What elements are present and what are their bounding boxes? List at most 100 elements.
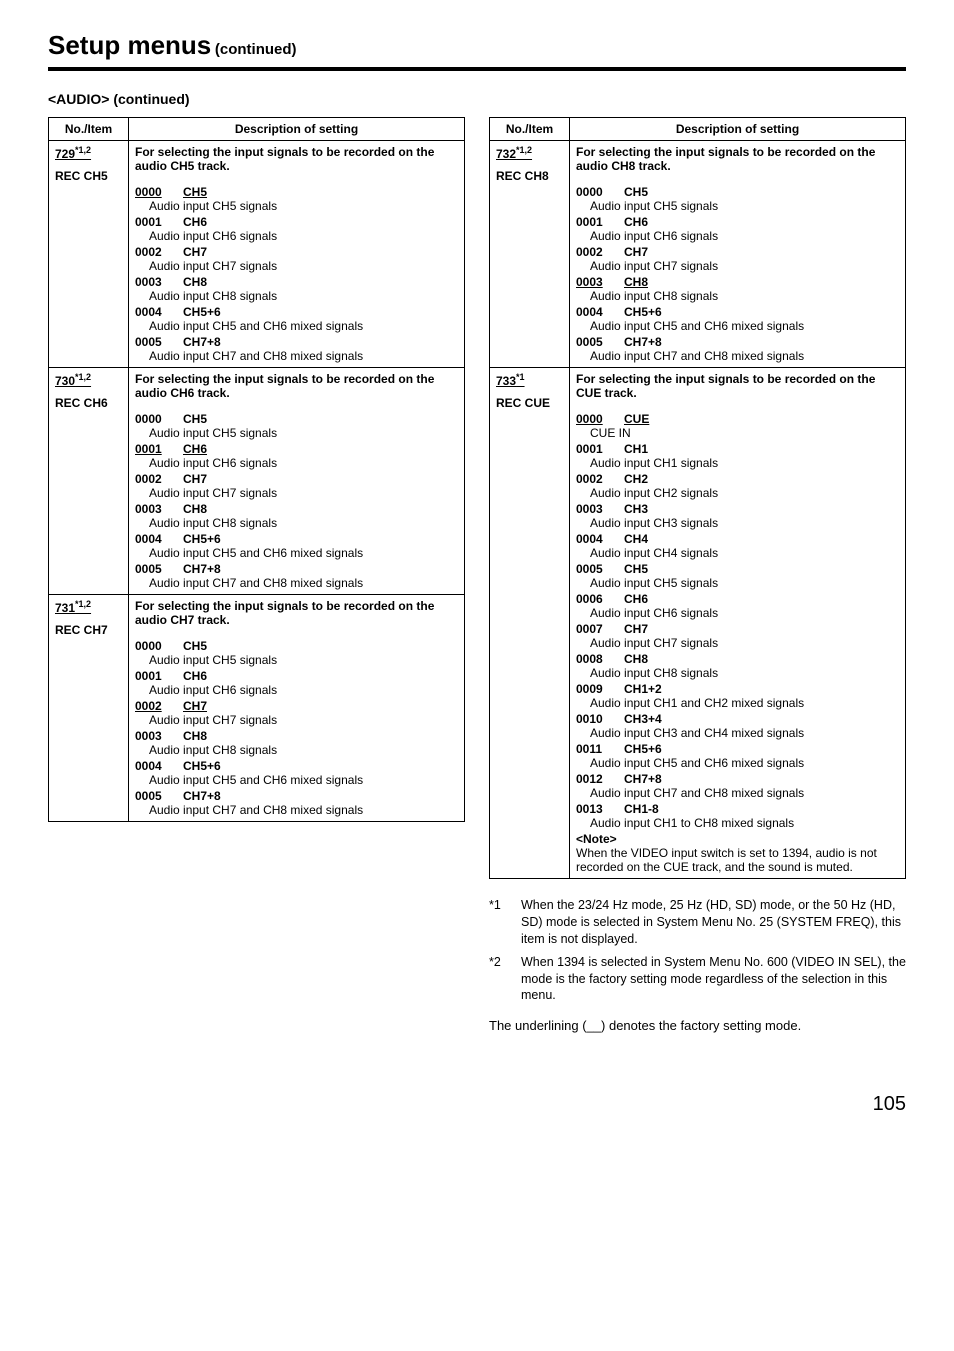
th-no-item: No./Item — [49, 118, 129, 141]
option-label: CH7 — [183, 245, 207, 259]
option-detail: Audio input CH5 signals — [135, 653, 458, 667]
option-detail: Audio input CH5 and CH6 mixed signals — [576, 319, 899, 333]
table-row: 729*1,2REC CH5For selecting the input si… — [49, 141, 465, 368]
option-row: 0001CH6 — [135, 669, 458, 683]
option-code: 0001 — [135, 669, 175, 683]
option-detail: Audio input CH5 signals — [135, 199, 458, 213]
item-number: 729*1,2 — [55, 147, 91, 161]
option-detail: Audio input CH8 signals — [135, 516, 458, 530]
table-row: 733*1REC CUEFor selecting the input sign… — [490, 368, 906, 879]
content-columns: No./Item Description of setting 729*1,2R… — [48, 117, 906, 1033]
option-code: 0001 — [135, 215, 175, 229]
option-detail: Audio input CH7 and CH8 mixed signals — [576, 786, 899, 800]
option-row: 0004 CH5+6 — [576, 305, 899, 319]
option-detail: Audio input CH8 signals — [576, 666, 899, 680]
page-header: Setup menus (continued) — [48, 30, 906, 61]
option-detail: Audio input CH6 signals — [135, 229, 458, 243]
option-detail: Audio input CH7 signals — [576, 636, 899, 650]
option-code: 0001 — [135, 442, 175, 456]
option-label: CH6 — [183, 215, 207, 229]
option-row: 0005 CH7+8 — [135, 562, 458, 576]
option-label: CH5+6 — [183, 305, 221, 319]
option-row: 0000CH5 — [576, 185, 899, 199]
option-detail: Audio input CH5 signals — [576, 576, 899, 590]
option-code: 0012 — [576, 772, 616, 786]
option-detail: Audio input CH8 signals — [135, 743, 458, 757]
option-detail: Audio input CH7 and CH8 mixed signals — [135, 349, 458, 363]
item-number: 731*1,2 — [55, 601, 91, 615]
option-row: 0002CH2 — [576, 472, 899, 486]
option-detail: CUE IN — [576, 426, 899, 440]
option-row: 0007CH7 — [576, 622, 899, 636]
option-detail: Audio input CH6 signals — [576, 229, 899, 243]
option-label: CH1-8 — [624, 802, 659, 816]
option-label: CH8 — [624, 652, 648, 666]
option-detail: Audio input CH2 signals — [576, 486, 899, 500]
option-row: 0002CH7 — [135, 699, 458, 713]
option-label: CH7+8 — [624, 335, 662, 349]
option-detail: Audio input CH6 signals — [135, 683, 458, 697]
item-name: REC CH5 — [55, 169, 122, 183]
option-code: 0013 — [576, 802, 616, 816]
option-label: CH7 — [183, 699, 207, 713]
item-name: REC CH8 — [496, 169, 563, 183]
option-label: CH5+6 — [183, 759, 221, 773]
option-code: 0004 — [576, 532, 616, 546]
option-detail: Audio input CH5 and CH6 mixed signals — [135, 319, 458, 333]
option-row: 0001CH1 — [576, 442, 899, 456]
right-table: No./Item Description of setting 732*1,2R… — [489, 117, 906, 879]
left-table-body: 729*1,2 REC CH5 For selecting the input si… — [49, 141, 465, 822]
option-label: CH7+8 — [183, 789, 221, 803]
option-row: 0001 CH6 — [135, 215, 458, 229]
option-code: 0000 — [576, 185, 616, 199]
option-label: CH7+8 — [183, 562, 221, 576]
option-label: CH3+4 — [624, 712, 662, 726]
table-row: 730*1,2REC CH6For selecting the input si… — [49, 368, 465, 595]
option-detail: Audio input CH5 and CH6 mixed signals — [576, 756, 899, 770]
option-code: 0005 — [135, 562, 175, 576]
option-code: 0004 — [135, 305, 175, 319]
left-column: No./Item Description of setting 729*1,2R… — [48, 117, 465, 822]
underline-note: The underlining (__) denotes the factory… — [489, 1018, 906, 1033]
option-label: CH5+6 — [624, 305, 662, 319]
option-row: 0011CH5+6 — [576, 742, 899, 756]
option-label: CH5+6 — [183, 532, 221, 546]
option-code: 0003 — [576, 275, 616, 289]
option-code: 0003 — [135, 729, 175, 743]
page-title: Setup menus — [48, 30, 211, 61]
option-code: 0002 — [576, 472, 616, 486]
cell-description: For selecting the input signals to be re… — [129, 368, 465, 595]
option-code: 0005 — [135, 335, 175, 349]
option-code: 0007 — [576, 622, 616, 636]
option-code: 0000 — [135, 412, 175, 426]
option-detail: Audio input CH8 signals — [135, 289, 458, 303]
footnote-row: *1When the 23/24 Hz mode, 25 Hz (HD, SD)… — [489, 897, 906, 948]
option-row: 0000CH5 — [135, 185, 458, 199]
option-row: 0009CH1+2 — [576, 682, 899, 696]
option-code: 0004 — [576, 305, 616, 319]
option-row: 0004CH5+6 — [135, 759, 458, 773]
option-row: 0000 CH5 — [135, 412, 458, 426]
option-detail: Audio input CH5 and CH6 mixed signals — [135, 546, 458, 560]
option-label: CH6 — [624, 215, 648, 229]
option-detail: Audio input CH7 signals — [576, 259, 899, 273]
th-no-item: No./Item — [490, 118, 570, 141]
option-code: 0001 — [576, 442, 616, 456]
option-code: 0009 — [576, 682, 616, 696]
option-label: CH5 — [183, 412, 207, 426]
right-table-body: 732*1,2REC CH8For selecting the input si… — [490, 141, 906, 879]
option-code: 0005 — [576, 335, 616, 349]
option-detail: Audio input CH8 signals — [576, 289, 899, 303]
option-detail: Audio input CH5 signals — [576, 199, 899, 213]
option-label: CH8 — [183, 729, 207, 743]
option-detail: Audio input CH3 and CH4 mixed signals — [576, 726, 899, 740]
footnote-text: When the 23/24 Hz mode, 25 Hz (HD, SD) m… — [521, 897, 906, 948]
option-code: 0001 — [576, 215, 616, 229]
footnote-mark: *2 — [489, 954, 511, 1005]
option-row: 0004CH5+6 — [135, 532, 458, 546]
option-code: 0011 — [576, 742, 616, 756]
header-rule — [48, 67, 906, 71]
option-code: 0000 — [576, 412, 616, 426]
option-label: CUE — [624, 412, 649, 426]
option-detail: Audio input CH7 and CH8 mixed signals — [135, 576, 458, 590]
